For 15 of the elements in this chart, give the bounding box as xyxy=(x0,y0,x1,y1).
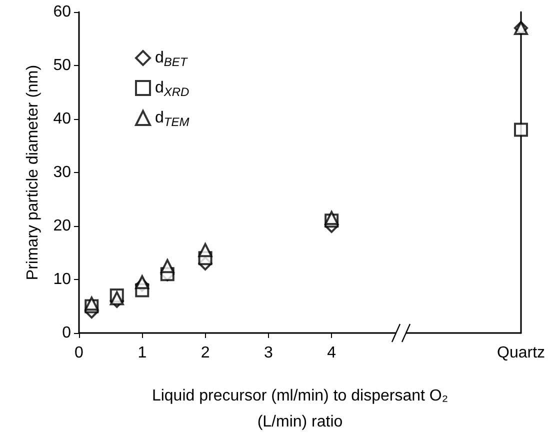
y-tick-label: 40 xyxy=(53,110,72,128)
y-tick-label: 10 xyxy=(53,271,72,288)
x-tick-label: 1 xyxy=(138,344,147,362)
x-tick-label: Quartz xyxy=(496,344,545,362)
x-tick-label: 4 xyxy=(327,344,336,362)
y-tick-label: 50 xyxy=(53,57,72,74)
y-tick-label: 30 xyxy=(53,164,72,181)
x-tick-label: 2 xyxy=(200,344,210,362)
x-axis-title: Liquid precursor (ml/min) to dispersant O₂ (L/min) ratio xyxy=(152,388,448,430)
x-tick-label: 3 xyxy=(264,344,273,362)
x-tick-label: 0 xyxy=(74,344,84,362)
y-tick-label: 60 xyxy=(53,4,72,20)
y-axis-title: Primary particle diameter (nm) xyxy=(24,64,42,280)
y-tick-label: 20 xyxy=(53,218,72,234)
y-tick-label: 0 xyxy=(62,324,72,342)
